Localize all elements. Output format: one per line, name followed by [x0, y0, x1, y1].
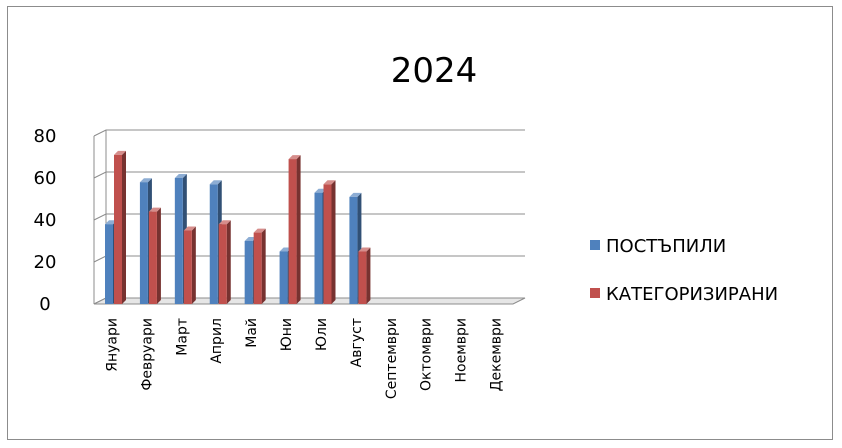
y-tick-label: 20: [34, 252, 57, 273]
x-tick-label: Декември: [489, 318, 505, 391]
bar: [358, 247, 371, 304]
x-axis: Януари Февруари Март Април Май Юни Юли Август Се…: [104, 318, 504, 399]
x-tick-label: Ноември: [454, 318, 470, 383]
legend-label: ПОСТЪПИЛИ: [606, 236, 726, 257]
legend-item: ПОСТЪПИЛИ: [590, 236, 726, 257]
x-tick-label: Септември: [384, 318, 400, 399]
x-tick-label: Януари: [104, 318, 120, 372]
chart-title: 2024: [391, 51, 478, 91]
bar: [148, 207, 161, 304]
bar: [114, 150, 126, 304]
y-tick-label: 60: [34, 168, 57, 189]
legend: ПОСТЪПИЛИ КАТЕГОРИЗИРАНИ: [590, 236, 778, 305]
bar: [183, 226, 196, 304]
bars: [105, 150, 371, 304]
x-tick-label: Март: [174, 318, 190, 356]
y-axis: 0 20 40 60 80: [34, 126, 57, 315]
x-tick-label: Юли: [314, 318, 330, 351]
y-tick-label: 80: [34, 126, 57, 147]
x-tick-label: Април: [209, 318, 225, 364]
grid: [93, 129, 526, 305]
gridline: [93, 129, 525, 137]
x-tick-label: Май: [244, 318, 260, 348]
bar: [323, 180, 336, 304]
x-tick-label: Февруари: [139, 318, 155, 391]
x-tick-label: Август: [349, 318, 365, 367]
bar: [253, 228, 266, 304]
x-tick-label: Октомври: [419, 318, 435, 391]
legend-label: КАТЕГОРИЗИРАНИ: [606, 284, 778, 305]
bar: [288, 155, 301, 304]
x-tick-label: Юни: [279, 318, 295, 351]
legend-item: КАТЕГОРИЗИРАНИ: [590, 284, 778, 305]
legend-swatch: [590, 288, 600, 298]
legend-swatch: [590, 240, 600, 250]
y-tick-label: 0: [39, 294, 50, 315]
floor: [93, 297, 526, 305]
bar: [218, 220, 231, 304]
y-tick-label: 40: [34, 210, 57, 231]
gridline: [93, 171, 525, 179]
